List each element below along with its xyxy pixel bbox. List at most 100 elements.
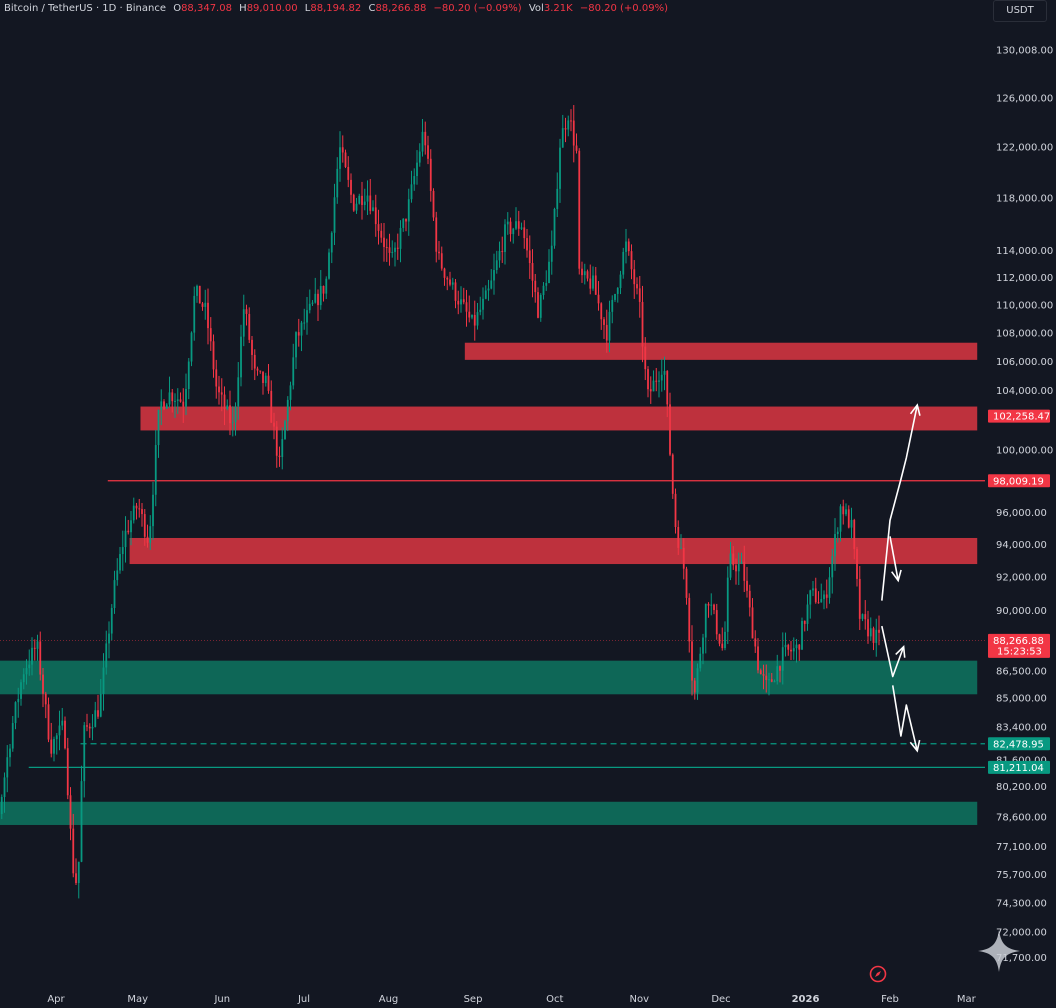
candle-body: [251, 339, 253, 355]
candle-body: [226, 405, 229, 409]
candle-body: [575, 145, 578, 151]
x-tick-label: 2026: [792, 994, 820, 1005]
candle-body: [836, 531, 839, 535]
candle-body: [0, 796, 3, 815]
countdown-label: 15:23:53: [997, 646, 1042, 657]
candle-body: [193, 295, 196, 333]
candle-body: [825, 594, 828, 598]
candle-body: [273, 422, 275, 427]
projection-arrow-3: [881, 625, 905, 678]
candle-body: [275, 426, 278, 456]
sparkle-icon: [978, 930, 1020, 972]
candle-body: [182, 401, 185, 407]
candle-body: [110, 607, 113, 634]
candle-body: [187, 361, 190, 390]
candle-body: [405, 218, 407, 222]
candle-body: [352, 194, 355, 211]
candle-body: [286, 399, 289, 422]
candle-body: [61, 720, 64, 726]
candle-body: [407, 199, 410, 222]
candle-body: [605, 324, 608, 341]
candle-body: [319, 285, 322, 306]
y-tick-label: 86,500.00: [996, 667, 1047, 678]
candle-body: [878, 629, 880, 633]
candle-body: [658, 380, 660, 382]
candle-body: [215, 369, 218, 387]
candle-body: [165, 404, 168, 409]
candle-body: [479, 309, 482, 313]
y-tick-label: 122,000.00: [996, 143, 1053, 154]
candle-body: [773, 681, 776, 683]
candle-body: [28, 664, 31, 669]
candle-body: [806, 604, 809, 624]
currency-button[interactable]: USDT: [993, 0, 1047, 22]
candle-body: [820, 599, 823, 603]
y-tick-label: 90,000.00: [996, 606, 1047, 617]
candle-body: [553, 208, 556, 246]
candle-body: [31, 647, 33, 665]
candle-body: [44, 693, 47, 705]
candle-body: [531, 263, 534, 281]
candle-body: [135, 505, 138, 509]
candle-body: [814, 588, 817, 603]
y-tick-label: 74,300.00: [996, 898, 1047, 909]
symbol-title[interactable]: Bitcoin / TetherUS · 1D · Binance: [4, 3, 166, 14]
candle-body: [600, 303, 603, 320]
x-tick-label: Jul: [297, 994, 310, 1005]
candle-body: [556, 188, 559, 209]
candle-body: [350, 179, 352, 195]
y-tick-label: 104,000.00: [996, 386, 1053, 397]
candle-body: [88, 726, 91, 729]
price-label-box-3: [988, 633, 1050, 658]
candle-body: [80, 781, 83, 862]
candle-body: [440, 253, 443, 269]
candle-body: [548, 261, 550, 284]
candle-body: [765, 675, 768, 681]
candle-body: [682, 547, 685, 569]
projection-arrowhead-2: [891, 569, 902, 583]
candle-body: [625, 241, 627, 252]
candle-body: [779, 666, 781, 671]
candle-body: [185, 389, 187, 407]
candle-body: [372, 207, 374, 211]
candle-body: [487, 288, 490, 291]
candle-body: [603, 319, 605, 325]
candle-body: [732, 553, 735, 566]
candle-body: [861, 614, 864, 619]
close-value: 88,266.88: [375, 3, 427, 14]
x-tick-label: Mar: [957, 994, 977, 1005]
candle-body: [578, 150, 581, 269]
candle-body: [259, 370, 262, 372]
projection-arrowhead-3: [895, 645, 906, 658]
candle-body: [402, 218, 405, 228]
candle-body: [22, 674, 25, 683]
candle-body: [429, 158, 432, 191]
candle-body: [86, 725, 88, 727]
candle-body: [289, 385, 292, 400]
candle-body: [377, 224, 380, 231]
candle-body: [693, 680, 696, 693]
candle-body: [262, 371, 264, 384]
compass-icon[interactable]: [868, 964, 888, 984]
candle-body: [776, 666, 779, 682]
candle-body: [770, 679, 773, 682]
candle-body: [146, 536, 149, 543]
y-tick-label: 112,000.00: [996, 273, 1053, 284]
candle-body: [176, 399, 179, 401]
candle-body: [592, 275, 594, 289]
candle-body: [179, 399, 182, 402]
candle-body: [528, 250, 531, 264]
candle-body: [457, 300, 460, 305]
candle-body: [792, 648, 795, 652]
candle-body: [845, 509, 847, 515]
candle-body: [347, 166, 350, 180]
candle-body: [501, 251, 504, 253]
candle-body: [55, 735, 58, 740]
price-label-3: 88,266.88: [993, 636, 1044, 647]
candle-body: [762, 674, 765, 676]
projection-arrow-2: [889, 536, 899, 581]
candle-body: [619, 274, 622, 288]
candle-body: [138, 508, 141, 510]
